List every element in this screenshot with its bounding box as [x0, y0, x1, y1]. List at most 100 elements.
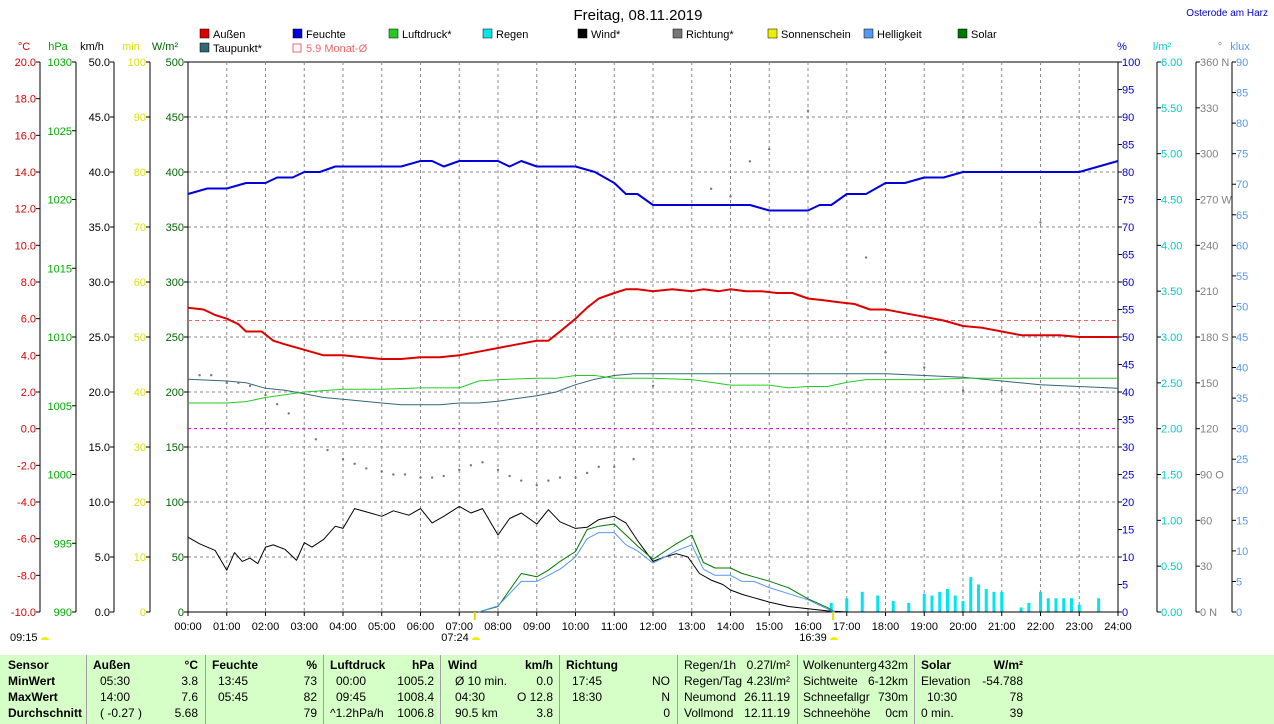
wind-tick-label: 45.0	[89, 112, 110, 124]
temp-tick-label: 12.0	[15, 204, 36, 216]
time-tick-label: 22:00	[1027, 621, 1055, 633]
rain-tick-label: 4.50	[1161, 195, 1182, 207]
direction-dot	[210, 373, 213, 377]
press-axis-unit: hPa	[48, 41, 68, 53]
rain-bar	[860, 591, 864, 612]
hum-tick-label: 25	[1122, 470, 1134, 482]
rain-bar	[1070, 598, 1073, 612]
direction-dot	[353, 462, 356, 466]
wind-time: Ø 10 min.	[455, 674, 508, 688]
dir-tick-label: 210	[1200, 286, 1218, 298]
legend-label: Richtung*	[686, 29, 734, 41]
aussen-time: 05:30	[100, 674, 131, 688]
series-helligkeit-line	[478, 532, 836, 613]
solar-label: 0 min.	[921, 706, 954, 720]
series-wind-line	[187, 505, 1118, 613]
hum-tick-label: 80	[1122, 167, 1134, 179]
lux-tick-label: 85	[1236, 88, 1248, 100]
rain-bar	[1039, 591, 1042, 612]
direction-dot	[365, 467, 368, 470]
feuchte-value: 79	[303, 706, 317, 720]
feuchte-value: 82	[303, 690, 317, 704]
direction-dot	[496, 468, 500, 472]
temp-axis-unit: °C	[18, 41, 30, 53]
dir-axis-unit: °	[1218, 41, 1222, 53]
time-tick-label: 16:00	[794, 621, 822, 633]
rain-bar	[907, 602, 911, 612]
chart-axes: °C 20.0 18.0 16.0 14.0 12.0 10.0 8.0 6.0 4.0 2.0 0.…	[11, 41, 1250, 633]
rain-bar	[1027, 602, 1031, 612]
rain-bar	[876, 595, 880, 612]
sunshine-time-label: 09:15	[10, 632, 38, 644]
legend-label: Helligkeit	[877, 29, 922, 41]
chart-grid	[187, 61, 1119, 613]
direction-dot	[1000, 389, 1003, 392]
direction-dot	[419, 476, 422, 479]
solar-tick-label: 500	[166, 57, 184, 69]
dir-tick-label: 60	[1200, 515, 1212, 527]
header-sensor: Sensor	[8, 658, 49, 672]
chart-title: Freitag, 08.11.2019	[574, 7, 703, 24]
legend-label: Feuchte	[306, 29, 346, 41]
wind-tick-label: 5.0	[95, 552, 110, 564]
min-tick-label: 70	[134, 222, 146, 234]
solar-value: 39	[1009, 706, 1023, 720]
chart-legend: Außen Feuchte Luftdruck* Regen Wind* Richtung…	[199, 28, 997, 55]
header-wind: Wind	[448, 658, 478, 672]
temp-tick-label: 10.0	[15, 240, 36, 252]
direction-dot	[613, 465, 616, 469]
press-tick-label: 1000	[48, 470, 72, 482]
hum-tick-label: 50	[1122, 332, 1134, 344]
direction-dot	[314, 438, 318, 441]
aussen-value: 7.6	[181, 690, 198, 704]
time-tick-label: 00:00	[174, 621, 202, 633]
extra-value: 12.11.19	[744, 706, 790, 720]
rain-tick-label: 0.50	[1161, 561, 1182, 573]
direction-dot	[303, 427, 306, 430]
direction-dot	[287, 412, 290, 415]
extra-label: Sichtweite	[803, 674, 858, 688]
direction-dot	[651, 384, 655, 388]
legend-label: Taupunkt*	[213, 43, 263, 55]
min-tick-label: 0	[140, 607, 146, 619]
row-label: MaxWert	[8, 690, 58, 704]
direction-dot	[225, 381, 228, 385]
min-tick-label: 90	[134, 112, 146, 124]
sunrise-icon	[472, 637, 480, 640]
solar-tick-label: 450	[166, 112, 184, 124]
temp-tick-label: 4.0	[21, 350, 36, 362]
rain-tick-label: 3.00	[1161, 332, 1182, 344]
sun-markers: 09:15 07:24 16:39	[10, 612, 838, 644]
hum-tick-label: 0	[1122, 607, 1128, 619]
wind-tick-label: 50.0	[89, 57, 110, 69]
hum-tick-label: 70	[1122, 222, 1134, 234]
direction-dot	[403, 473, 407, 476]
direction-dots	[198, 109, 1042, 487]
time-tick-label: 12:00	[639, 621, 667, 633]
extra-label: Neumond	[684, 690, 737, 704]
time-tick-label: 21:00	[988, 621, 1016, 633]
lux-tick-label: 25	[1236, 454, 1248, 466]
time-tick-label: 05:00	[368, 621, 396, 633]
rain-tick-label: 6.00	[1161, 57, 1182, 69]
temp-tick-label: 16.0	[15, 130, 36, 142]
aussen-time: 14:00	[100, 690, 131, 704]
rain-bar	[1054, 598, 1058, 612]
direction-dot	[442, 474, 445, 478]
aussen-value: 5.68	[174, 706, 198, 720]
rain-tick-label: 3.50	[1161, 286, 1182, 298]
temp-tick-label: 18.0	[15, 94, 36, 106]
lux-axis-unit: klux	[1230, 41, 1250, 53]
dir-tick-label: 240	[1200, 240, 1218, 252]
time-tick-label: 13:00	[678, 621, 706, 633]
direction-dot	[392, 473, 395, 476]
hum-tick-label: 75	[1122, 195, 1134, 207]
richt-value: NO	[652, 674, 670, 688]
row-label: Durchschnitt	[8, 706, 83, 720]
wind-tick-label: 30.0	[89, 277, 110, 289]
direction-dot	[248, 384, 252, 388]
legend-swatch	[292, 43, 302, 53]
time-tick-label: 24:00	[1104, 621, 1132, 633]
rain-bars	[829, 577, 1101, 612]
legend-swatch	[863, 28, 874, 39]
